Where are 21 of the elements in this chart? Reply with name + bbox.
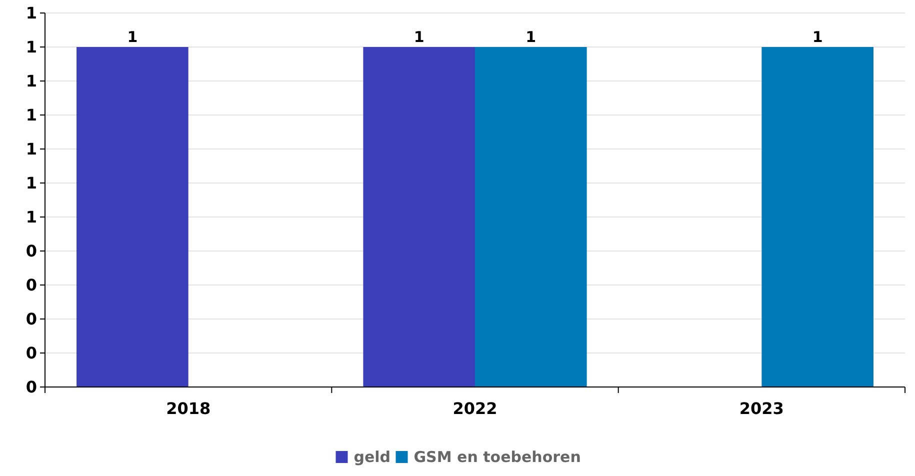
legend-label: geld (354, 448, 391, 466)
x-tick-label: 2022 (452, 399, 498, 418)
data-label: 1 (526, 28, 536, 46)
y-tick-label: 0 (26, 378, 37, 397)
y-tick-label: 0 (26, 242, 37, 261)
y-tick-label: 1 (26, 174, 37, 193)
data-label: 1 (127, 28, 138, 46)
legend-label: GSM en toebehoren (414, 448, 581, 466)
y-tick-label: 1 (26, 140, 37, 159)
x-tick-label: 2023 (739, 399, 784, 418)
y-tick-label: 0 (26, 310, 37, 329)
data-label: 1 (414, 28, 424, 46)
data-label: 1 (812, 28, 823, 46)
x-tick-label: 2018 (166, 399, 211, 418)
y-tick-label: 1 (26, 38, 37, 57)
y-tick-label: 0 (26, 276, 37, 295)
y-tick-label: 1 (26, 208, 37, 227)
y-tick-label: 0 (26, 344, 37, 363)
y-tick-label: 1 (26, 72, 37, 91)
y-tick-label: 1 (26, 106, 37, 125)
y-tick-label: 1 (26, 4, 37, 23)
